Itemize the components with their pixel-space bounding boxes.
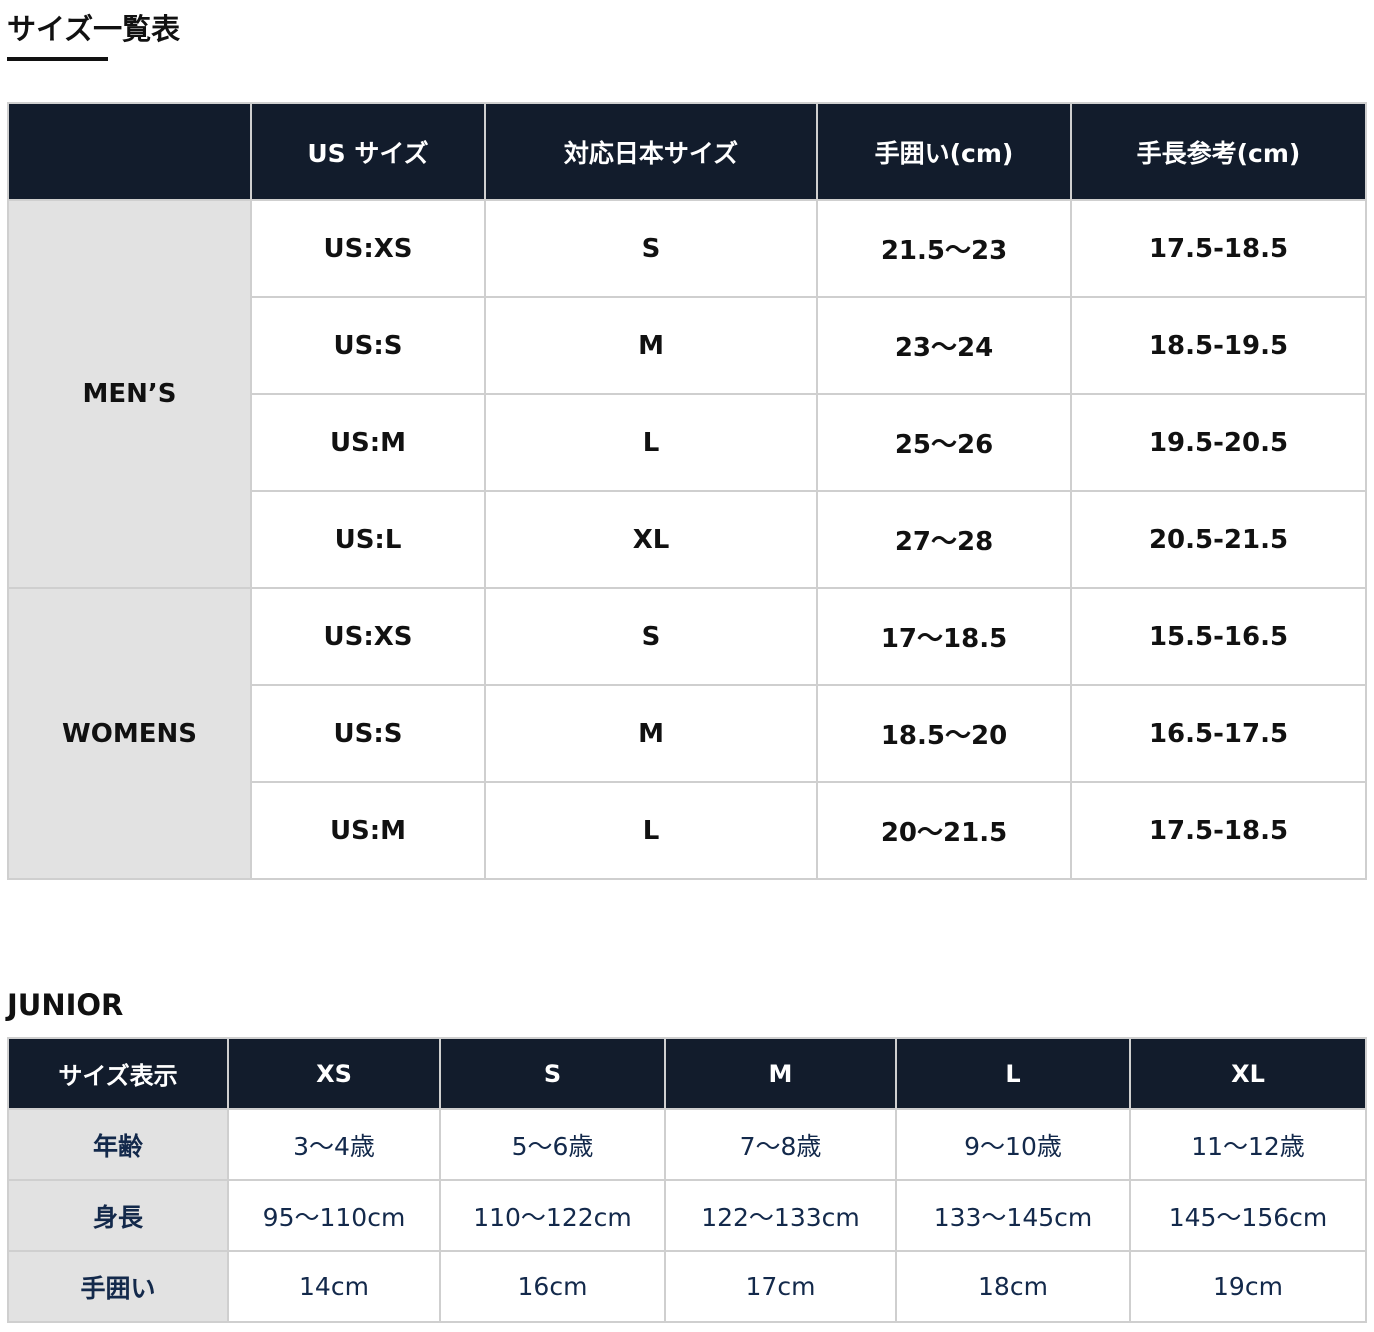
junior-size-table: サイズ表示 XS S M L XL 年齢 3〜4歳 5〜6歳 7〜8歳 9〜10歳 11〜12歳 身長… — [7, 1037, 1367, 1323]
table-cell: US:M — [250, 393, 486, 492]
table-cell: 17cm — [664, 1250, 897, 1323]
table-cell: 25〜26 — [816, 393, 1072, 492]
column-header: サイズ表示 — [7, 1037, 229, 1110]
table-cell: 20〜21.5 — [816, 781, 1072, 880]
table-cell: 21.5〜23 — [816, 199, 1072, 298]
column-header: 対応日本サイズ — [484, 102, 818, 201]
table-cell: 9〜10歳 — [895, 1108, 1131, 1181]
column-header — [7, 102, 252, 201]
table-cell: 27〜28 — [816, 490, 1072, 589]
table-cell: 95〜110cm — [227, 1179, 441, 1252]
row-header: 身長 — [7, 1179, 229, 1252]
table-row: US:L XL 27〜28 20.5-21.5 — [8, 490, 1367, 589]
table-cell: 133〜145cm — [895, 1179, 1131, 1252]
table-cell: 23〜24 — [816, 296, 1072, 395]
table-cell: US:XS — [250, 587, 486, 686]
table-cell: 19cm — [1129, 1250, 1367, 1323]
table-cell: 18cm — [895, 1250, 1131, 1323]
table-cell: 3〜4歳 — [227, 1108, 441, 1181]
title-underline — [7, 57, 108, 61]
table-cell: 145〜156cm — [1129, 1179, 1367, 1252]
table-cell: US:M — [250, 781, 486, 880]
column-header: 手長参考(cm) — [1070, 102, 1367, 201]
table-cell: 11〜12歳 — [1129, 1108, 1367, 1181]
column-header: 手囲い(cm) — [816, 102, 1072, 201]
column-header: M — [664, 1037, 897, 1110]
group-label: WOMENS — [7, 587, 252, 880]
column-header: S — [439, 1037, 666, 1110]
table-cell: L — [484, 393, 818, 492]
table-cell: 122〜133cm — [664, 1179, 897, 1252]
table-row: US:M L 20〜21.5 17.5-18.5 — [8, 781, 1367, 880]
table-row: WOMENS US:XS S 17〜18.5 15.5-16.5 — [7, 587, 1367, 880]
table-row: MEN’S US:XS S 21.5〜23 17.5-18.5 — [7, 199, 1367, 589]
table-cell: 7〜8歳 — [664, 1108, 897, 1181]
group-label: MEN’S — [7, 199, 252, 589]
table-cell: 18.5〜20 — [816, 684, 1072, 783]
table-row: 身長 95〜110cm 110〜122cm 122〜133cm 133〜145cm 145… — [7, 1179, 1367, 1252]
table-cell: L — [484, 781, 818, 880]
table-cell: M — [484, 684, 818, 783]
page-title: サイズ一覧表 — [7, 12, 181, 46]
table-cell: XL — [484, 490, 818, 589]
size-table: US サイズ 対応日本サイズ 手囲い(cm) 手長参考(cm) MEN’S US:XS S… — [7, 102, 1367, 880]
table-cell: 20.5-21.5 — [1070, 490, 1367, 589]
table-cell: 16cm — [439, 1250, 666, 1323]
table-cell: 19.5-20.5 — [1070, 393, 1367, 492]
table-row: US:S M 18.5〜20 16.5-17.5 — [8, 684, 1367, 783]
table-cell: 17〜18.5 — [816, 587, 1072, 686]
row-header: 年齢 — [7, 1108, 229, 1181]
table-cell: 15.5-16.5 — [1070, 587, 1367, 686]
table-cell: 16.5-17.5 — [1070, 684, 1367, 783]
table-cell: US:S — [250, 296, 486, 395]
column-header: XS — [227, 1037, 441, 1110]
table-row: 年齢 3〜4歳 5〜6歳 7〜8歳 9〜10歳 11〜12歳 — [7, 1108, 1367, 1181]
table-cell: S — [484, 199, 818, 298]
table-row: US:S M 23〜24 18.5-19.5 — [8, 296, 1367, 395]
column-header: L — [895, 1037, 1131, 1110]
table-cell: 14cm — [227, 1250, 441, 1323]
table-cell: US:L — [250, 490, 486, 589]
row-header: 手囲い — [7, 1250, 229, 1323]
table-row: US:M L 25〜26 19.5-20.5 — [8, 393, 1367, 492]
table-cell: S — [484, 587, 818, 686]
table-cell: 110〜122cm — [439, 1179, 666, 1252]
table-cell: 18.5-19.5 — [1070, 296, 1367, 395]
table-cell: 17.5-18.5 — [1070, 199, 1367, 298]
table-row: 手囲い 14cm 16cm 17cm 18cm 19cm — [7, 1250, 1367, 1323]
table-cell: US:XS — [250, 199, 486, 298]
column-header: US サイズ — [250, 102, 486, 201]
table-cell: M — [484, 296, 818, 395]
junior-label: JUNIOR — [7, 988, 124, 1022]
column-header: XL — [1129, 1037, 1367, 1110]
table-cell: 5〜6歳 — [439, 1108, 666, 1181]
table-cell: 17.5-18.5 — [1070, 781, 1367, 880]
table-cell: US:S — [250, 684, 486, 783]
